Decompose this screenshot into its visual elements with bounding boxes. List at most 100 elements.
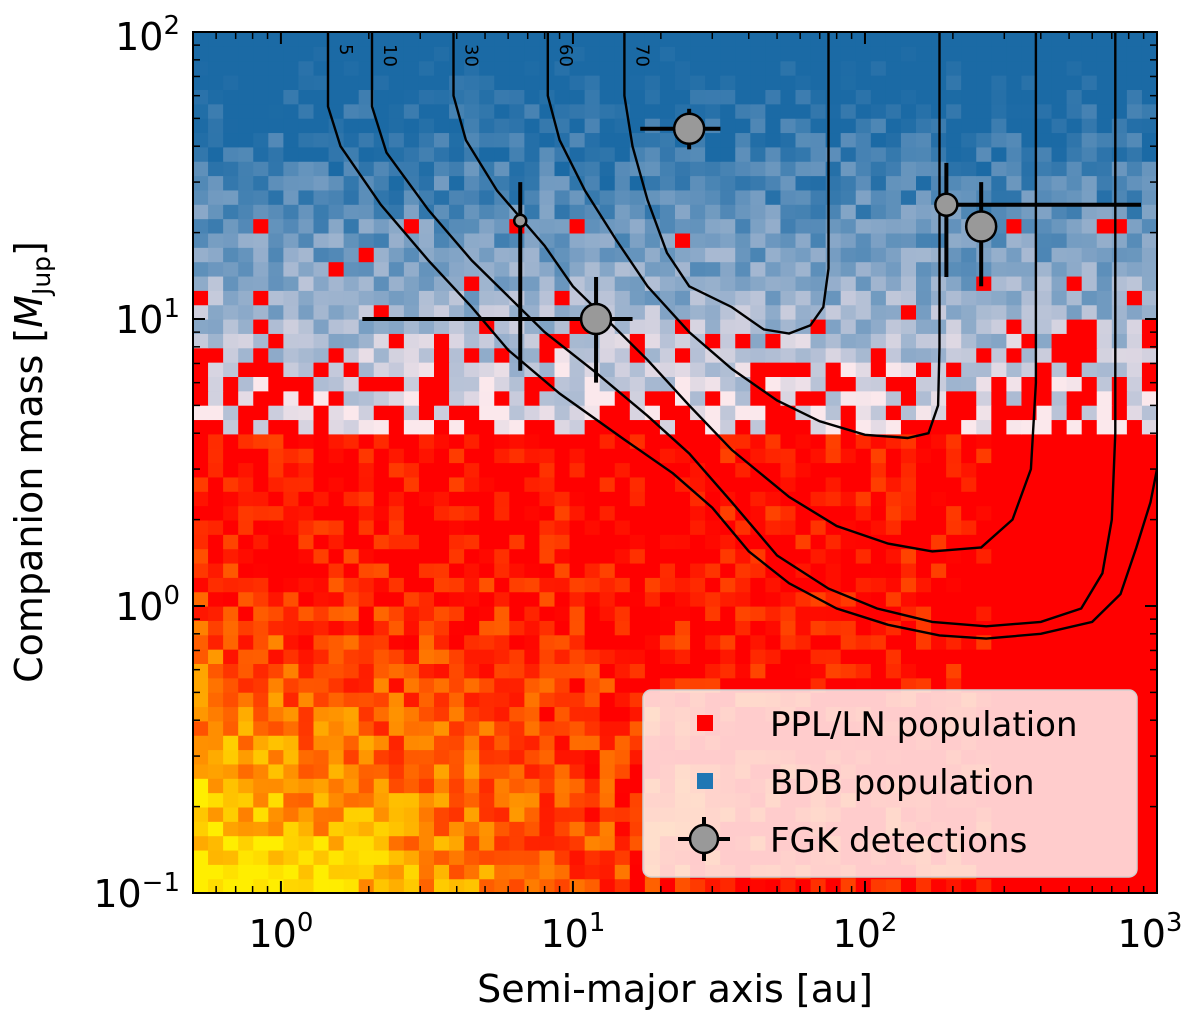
heatmap-cell (840, 562, 857, 578)
heatmap-cell (449, 562, 465, 578)
heatmap-cell (735, 175, 751, 191)
heatmap-cell (343, 46, 360, 62)
heatmap-cell (358, 46, 375, 62)
heatmap-cell (735, 290, 751, 306)
heatmap-cell (991, 448, 1007, 464)
heatmap-cell (388, 232, 405, 248)
heatmap-cell (373, 735, 390, 751)
heatmap-cell (298, 218, 315, 234)
heatmap-cell (1096, 519, 1113, 535)
heatmap-cell (343, 491, 360, 507)
heatmap-cell (208, 75, 224, 90)
heatmap-cell (1051, 476, 1068, 492)
heatmap-cell (599, 663, 616, 679)
heatmap-cell (283, 132, 300, 148)
heatmap-cell (494, 319, 510, 334)
heatmap-cell (238, 247, 254, 263)
heatmap-cell (358, 720, 375, 736)
heatmap-cell (253, 491, 269, 507)
heatmap-cell (1096, 677, 1113, 693)
heatmap-cell (283, 60, 300, 76)
heatmap-cell (1036, 333, 1053, 349)
heatmap-cell (464, 405, 480, 421)
heatmap-cell (328, 692, 345, 708)
heatmap-cell (539, 548, 556, 564)
heatmap-cell (810, 448, 827, 464)
heatmap-cell (388, 218, 405, 234)
heatmap-cell (1006, 275, 1023, 291)
heatmap-cell (961, 75, 977, 90)
heatmap-cell (479, 304, 495, 320)
heatmap-cell (1111, 649, 1128, 664)
heatmap-cell (388, 519, 405, 535)
heatmap-cell (750, 562, 766, 578)
heatmap-cell (825, 319, 842, 334)
heatmap-cell (524, 476, 541, 492)
x-tick-label: 102 (833, 908, 898, 956)
heatmap-cell (1096, 161, 1113, 177)
heatmap-cell (810, 362, 827, 377)
heatmap-cell (208, 864, 224, 880)
heatmap-cell (539, 491, 556, 507)
heatmap-cell (946, 577, 962, 593)
heatmap-cell (705, 204, 721, 220)
heatmap-cell (298, 634, 315, 650)
heatmap-cell (569, 620, 586, 636)
heatmap-cell (268, 763, 284, 779)
heatmap-cell (494, 620, 510, 636)
heatmap-cell (479, 534, 495, 550)
heatmap-cell (403, 161, 420, 177)
heatmap-cell (298, 476, 315, 492)
heatmap-cell (524, 261, 541, 277)
heatmap-cell (705, 232, 721, 248)
heatmap-cell (388, 405, 405, 421)
heatmap-cell (418, 448, 435, 464)
heatmap-cell (524, 161, 541, 177)
heatmap-cell (524, 778, 541, 794)
contour-line-70 (623, 32, 830, 335)
heatmap-cell (569, 591, 586, 607)
heatmap-cell (464, 677, 480, 693)
heatmap-cell (735, 347, 751, 363)
heatmap-cell (524, 218, 541, 234)
heatmap-cell (373, 319, 390, 334)
heatmap-cell (494, 806, 510, 822)
heatmap-cell (629, 562, 646, 578)
heatmap-cell (283, 103, 300, 119)
heatmap-cell (554, 735, 571, 751)
heatmap-cell (855, 620, 872, 636)
heatmap-cell (238, 778, 254, 794)
heatmap-cell (795, 448, 812, 464)
heatmap-cell (298, 290, 315, 306)
heatmap-cell (554, 849, 571, 865)
heatmap-cell (1036, 60, 1053, 76)
heatmap-cell (253, 290, 269, 306)
heatmap-cell (253, 75, 269, 90)
heatmap-cell (765, 405, 782, 421)
heatmap-cell (1051, 319, 1068, 334)
heatmap-cell (283, 720, 300, 736)
heatmap-cell (720, 534, 736, 550)
heatmap-cell (584, 792, 601, 808)
heatmap-cell (1051, 491, 1068, 507)
heatmap-cell (885, 462, 902, 478)
heatmap-cell (780, 247, 797, 263)
heatmap-cell (976, 620, 992, 636)
heatmap-cell (403, 275, 420, 291)
heatmap-cell (765, 333, 782, 349)
heatmap-cell (298, 706, 315, 722)
heatmap-cell (223, 347, 239, 363)
legend-entry: BDB population (697, 763, 1035, 803)
heatmap-cell (434, 419, 450, 435)
heatmap-cell (855, 32, 872, 47)
heatmap-cell (464, 591, 480, 607)
heatmap-cell (1096, 577, 1113, 593)
heatmap-cell (569, 448, 586, 464)
heatmap-cell (268, 347, 284, 363)
heatmap-cell (961, 878, 977, 893)
heatmap-cell (599, 448, 616, 464)
heatmap-cell (418, 232, 435, 248)
heatmap-cell (885, 577, 902, 593)
heatmap-cell (464, 75, 480, 90)
heatmap-cell (976, 419, 992, 435)
